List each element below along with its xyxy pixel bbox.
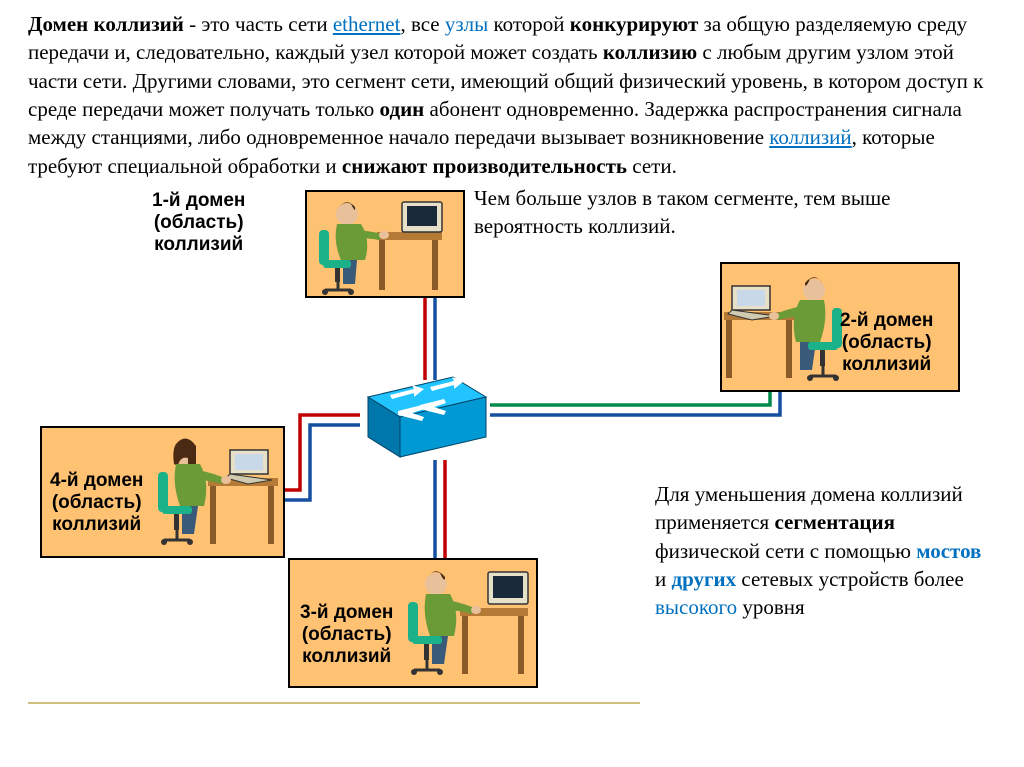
- definition-paragraph: Домен коллизий - это часть сети ethernet…: [0, 0, 1024, 180]
- domain-3-label: 3-й домен (область) коллизий: [300, 602, 393, 668]
- bold-collision: коллизию: [603, 40, 697, 64]
- bold-reduce: снижают производительность: [342, 154, 627, 178]
- domain-4-label: 4-й домен (область) коллизий: [50, 470, 143, 536]
- bold-one: один: [380, 97, 425, 121]
- domain-1-label: 1-й домен (область) коллизий: [152, 190, 245, 256]
- workstation-2-icon: [722, 264, 852, 390]
- bold-compete: конкурируют: [570, 12, 699, 36]
- link-collisions[interactable]: коллизий: [769, 125, 851, 149]
- domain-2-label: 2-й домен (область) коллизий: [840, 310, 933, 376]
- network-switch-icon: [358, 375, 488, 465]
- term-collision-domain: Домен коллизий: [28, 12, 184, 36]
- workstation-1-icon: [307, 192, 467, 300]
- workstation-4-icon: [152, 428, 282, 556]
- link-ethernet[interactable]: ethernet: [333, 12, 401, 36]
- workstation-3-icon: [400, 560, 535, 686]
- link-nodes[interactable]: узлы: [445, 12, 488, 36]
- network-diagram: Чем больше узлов в таком сегменте, тем в…: [0, 180, 1024, 710]
